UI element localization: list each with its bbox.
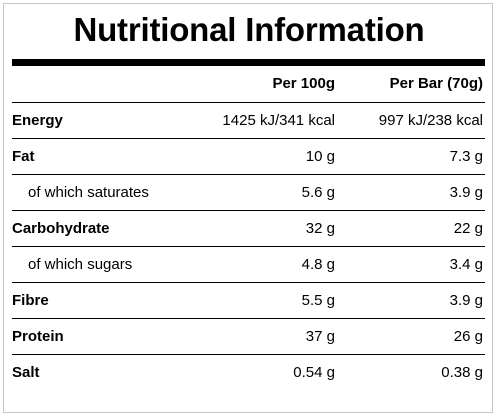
column-header-per-100g: Per 100g bbox=[272, 75, 335, 92]
nutrient-name: Salt bbox=[12, 364, 40, 381]
value-per-bar: 997 kJ/238 kcal bbox=[378, 112, 483, 129]
nutrient-name: Carbohydrate bbox=[12, 220, 110, 237]
nutrient-name: of which sugars bbox=[28, 256, 133, 273]
value-per-bar: 3.9 g bbox=[449, 292, 483, 309]
value-per-100g: 1425 kJ/341 kcal bbox=[222, 112, 335, 129]
table-row-carbohydrate: Carbohydrate 32 g 22 g bbox=[12, 211, 485, 247]
value-per-bar: 3.4 g bbox=[449, 256, 483, 273]
value-per-100g: 0.54 g bbox=[293, 364, 335, 381]
title-divider bbox=[12, 59, 485, 66]
table-row-fat: Fat 10 g 7.3 g bbox=[12, 139, 485, 175]
value-per-100g: 5.5 g bbox=[301, 292, 335, 309]
nutrient-name: Energy bbox=[12, 112, 63, 129]
nutrient-name: Protein bbox=[12, 328, 64, 345]
table-row-energy: Energy 1425 kJ/341 kcal 997 kJ/238 kcal bbox=[12, 103, 485, 139]
nutrition-label bbox=[3, 3, 493, 413]
value-per-100g: 4.8 g bbox=[301, 256, 335, 273]
value-per-bar: 0.38 g bbox=[441, 364, 483, 381]
table-row-sugars: of which sugars 4.8 g 3.4 g bbox=[12, 247, 485, 283]
nutrition-table: Per 100g Per Bar (70g) Energy 1425 kJ/34… bbox=[12, 66, 485, 390]
table-row-fibre: Fibre 5.5 g 3.9 g bbox=[12, 283, 485, 319]
nutrient-name: Fat bbox=[12, 148, 35, 165]
table-row-protein: Protein 37 g 26 g bbox=[12, 319, 485, 355]
value-per-100g: 37 g bbox=[305, 328, 335, 345]
nutrient-name: Fibre bbox=[12, 292, 49, 309]
value-per-bar: 26 g bbox=[453, 328, 483, 345]
column-header-per-bar: Per Bar (70g) bbox=[389, 75, 483, 92]
table-header-row: Per 100g Per Bar (70g) bbox=[12, 66, 485, 103]
value-per-bar: 7.3 g bbox=[449, 148, 483, 165]
value-per-100g: 10 g bbox=[305, 148, 335, 165]
value-per-100g: 32 g bbox=[305, 220, 335, 237]
table-row-saturates: of which saturates 5.6 g 3.9 g bbox=[12, 175, 485, 211]
label-title: Nutritional Information bbox=[73, 11, 425, 48]
value-per-100g: 5.6 g bbox=[301, 184, 335, 201]
value-per-bar: 3.9 g bbox=[449, 184, 483, 201]
value-per-bar: 22 g bbox=[453, 220, 483, 237]
nutrient-name: of which saturates bbox=[28, 184, 149, 201]
table-row-salt: Salt 0.54 g 0.38 g bbox=[12, 355, 485, 390]
